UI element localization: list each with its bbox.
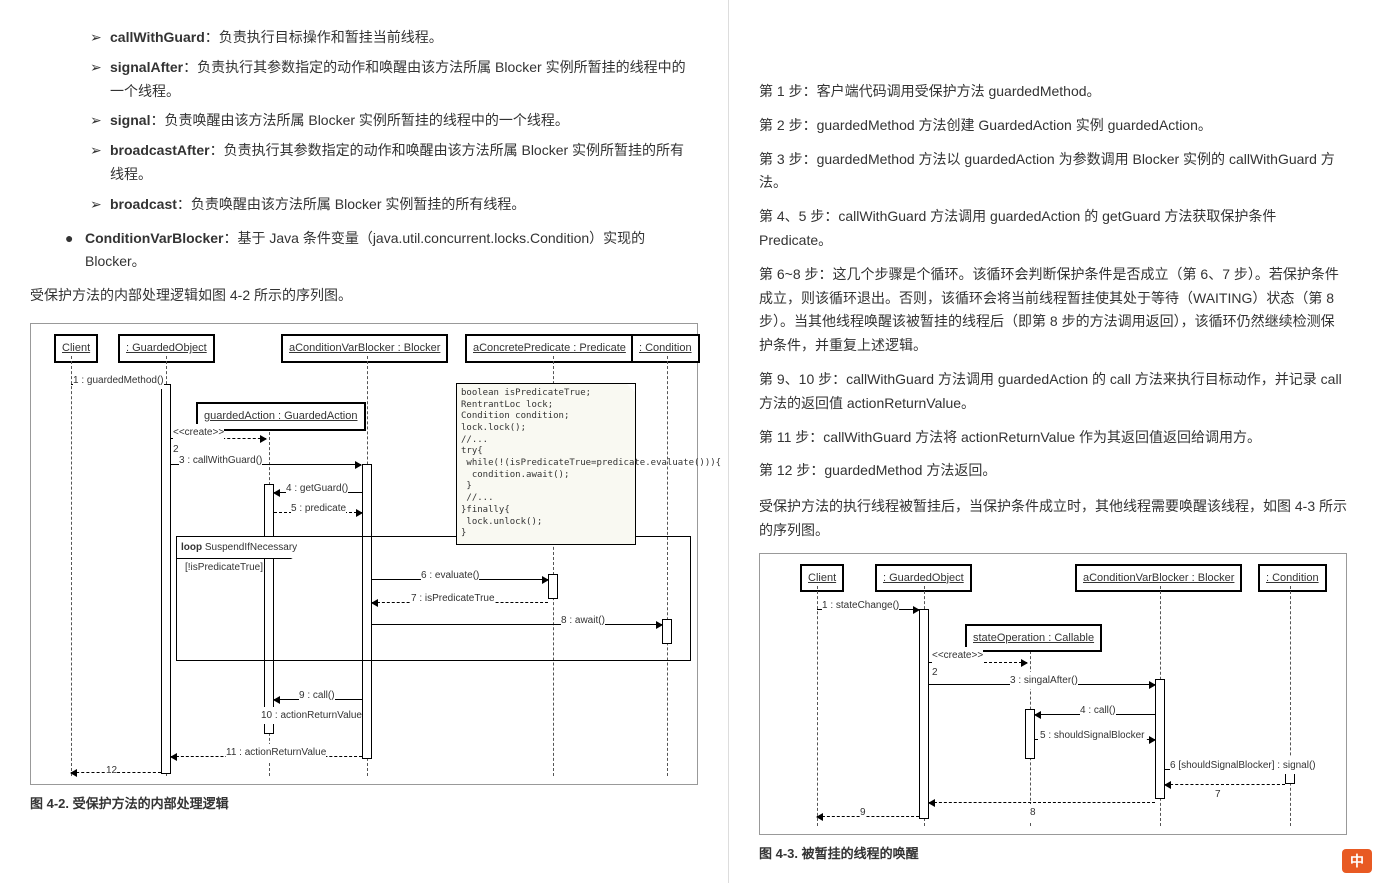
arrow-label: 1 : guardedMethod() (73, 372, 164, 389)
bullet-text: signalAfter：负责执行其参数指定的动作和唤醒由该方法所属 Blocke… (110, 56, 698, 104)
bullet-text: broadcast：负责唤醒由该方法所属 Blocker 实例暂挂的所有线程。 (110, 193, 698, 217)
figure-4-2-caption: 图 4-2. 受保护方法的内部处理逻辑 (30, 793, 698, 815)
loop-label: loop SuspendIfNecessary (176, 536, 311, 559)
arrow-label: 11 : actionReturnValue (226, 744, 326, 761)
step-text: 第 12 步：guardedMethod 方法返回。 (759, 459, 1347, 483)
bullet-text: signal：负责唤醒由该方法所属 Blocker 实例所暂挂的线程中的一个线程… (110, 109, 698, 133)
arrow-label: <<create>> 2 (932, 647, 983, 681)
arrow-label: 4 : call() (1080, 702, 1116, 719)
activation (919, 609, 929, 819)
bullet-item: ➢ broadcast：负责唤醒由该方法所属 Blocker 实例暂挂的所有线程… (90, 193, 698, 217)
lifeline (817, 586, 818, 826)
arrow (817, 816, 919, 817)
step-text: 第 4、5 步：callWithGuard 方法调用 guardedAction… (759, 205, 1347, 253)
diagram-4-3-canvas: Client : GuardedObject aConditionVarBloc… (760, 554, 1346, 834)
loop-condition: [!isPredicateTrue] (185, 559, 263, 576)
arrow-label: 10 : actionReturnValue (261, 707, 362, 724)
diagram-4-2-canvas: Client : GuardedObject aConditionVarBloc… (31, 324, 697, 784)
lifeline (1290, 586, 1291, 826)
arrow-label: 7 (1215, 786, 1221, 803)
bullet-marker: ➢ (90, 139, 110, 187)
step-text: 第 11 步：callWithGuard 方法将 actionReturnVal… (759, 426, 1347, 450)
bullet-item: ➢ callWithGuard：负责执行目标操作和暂挂当前线程。 (90, 26, 698, 50)
arrow-label: 3 : singalAfter() (1010, 672, 1078, 689)
participant-predicate: aConcretePredicate : Predicate (465, 334, 634, 363)
figure-4-3: Client : GuardedObject aConditionVarBloc… (759, 553, 1347, 835)
arrow-label: 4 : getGuard() (286, 480, 348, 497)
arrow-label: 8 (1030, 804, 1036, 821)
bullet-text: broadcastAfter：负责执行其参数指定的动作和唤醒由该方法所属 Blo… (110, 139, 698, 187)
code-note: boolean isPredicateTrue; RentrantLoc loc… (456, 383, 636, 545)
sub-bullet-marker: ● (65, 227, 85, 275)
step-text: 第 2 步：guardedMethod 方法创建 GuardedAction 实… (759, 114, 1347, 138)
bullet-text: callWithGuard：负责执行目标操作和暂挂当前线程。 (110, 26, 698, 50)
arrow-label: 6 [shouldSignalBlocker] : signal() (1170, 757, 1316, 774)
arrow (372, 624, 662, 625)
right-page: 第 1 步：客户端代码调用受保护方法 guardedMethod。 第 2 步：… (728, 0, 1377, 883)
arrow (1165, 784, 1285, 785)
lifeline (71, 356, 72, 776)
left-page: ➢ callWithGuard：负责执行目标操作和暂挂当前线程。 ➢ signa… (0, 0, 728, 883)
step-text: 第 6~8 步：这几个步骤是个循环。该循环会判断保护条件是否成立（第 6、7 步… (759, 263, 1347, 358)
intro2-paragraph: 受保护方法的执行线程被暂挂后，当保护条件成立时，其他线程需要唤醒该线程，如图 4… (759, 495, 1347, 543)
sub-bullet: ● ConditionVarBlocker：基于 Java 条件变量（java.… (65, 227, 698, 275)
figure-4-3-caption: 图 4-3. 被暂挂的线程的唤醒 (759, 843, 1347, 865)
participant-blocker2: aConditionVarBlocker : Blocker (1075, 564, 1242, 593)
arrow-label: 5 : shouldSignalBlocker (1040, 727, 1145, 744)
arrow-label: 12 (106, 762, 117, 779)
bullet-item: ➢ signal：负责唤醒由该方法所属 Blocker 实例所暂挂的线程中的一个… (90, 109, 698, 133)
arrow-label: 7 : isPredicateTrue (411, 590, 495, 607)
arrow-label: 6 : evaluate() (421, 567, 479, 584)
bullet-item: ➢ signalAfter：负责执行其参数指定的动作和唤醒由该方法所属 Bloc… (90, 56, 698, 104)
intro-paragraph: 受保护方法的内部处理逻辑如图 4-2 所示的序列图。 (30, 284, 698, 308)
bullet-marker: ➢ (90, 56, 110, 104)
arrow-label: 1 : stateChange() (822, 597, 899, 614)
step-text: 第 1 步：客户端代码调用受保护方法 guardedMethod。 (759, 80, 1347, 104)
bullet-marker: ➢ (90, 109, 110, 133)
arrow (929, 802, 1155, 803)
participant-client2: Client (800, 564, 844, 593)
participant-client: Client (54, 334, 98, 363)
arrow-label: 3 : callWithGuard() (179, 452, 262, 469)
participant-condition2: : Condition (1258, 564, 1327, 593)
participant-condition: : Condition (631, 334, 700, 363)
sub-bullet-text: ConditionVarBlocker：基于 Java 条件变量（java.ut… (85, 227, 698, 275)
step-text: 第 3 步：guardedMethod 方法以 guardedAction 为参… (759, 148, 1347, 196)
arrow-label: 9 : call() (299, 687, 335, 704)
activation (161, 384, 171, 774)
step-text: 第 9、10 步：callWithGuard 方法调用 guardedActio… (759, 368, 1347, 416)
arrow-label: 5 : predicate (291, 500, 346, 517)
bullet-marker: ➢ (90, 26, 110, 50)
participant-blocker: aConditionVarBlocker : Blocker (281, 334, 448, 363)
bullet-marker: ➢ (90, 193, 110, 217)
state-operation-box: stateOperation : Callable (965, 624, 1102, 653)
bullet-item: ➢ broadcastAfter：负责执行其参数指定的动作和唤醒由该方法所属 B… (90, 139, 698, 187)
arrow-label: 9 (860, 804, 866, 821)
arrow-label: 8 : await() (561, 612, 605, 629)
figure-4-2: Client : GuardedObject aConditionVarBloc… (30, 323, 698, 785)
ime-badge: 中 (1342, 849, 1372, 873)
